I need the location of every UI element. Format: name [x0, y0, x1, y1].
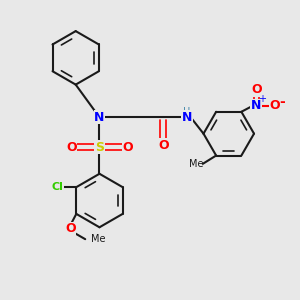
- Text: Cl: Cl: [52, 182, 64, 192]
- Text: N: N: [94, 111, 105, 124]
- Text: O: O: [158, 139, 169, 152]
- Text: O: O: [251, 83, 262, 96]
- Text: S: S: [95, 140, 104, 154]
- Text: +: +: [258, 94, 266, 104]
- Text: O: O: [122, 140, 133, 154]
- Text: O: O: [269, 99, 280, 112]
- Text: O: O: [65, 222, 76, 235]
- Text: O: O: [66, 140, 76, 154]
- Text: N: N: [251, 99, 261, 112]
- Text: Me: Me: [189, 159, 203, 169]
- Text: Me: Me: [91, 234, 105, 244]
- Text: H: H: [184, 107, 191, 117]
- Text: N: N: [182, 111, 192, 124]
- Text: -: -: [279, 95, 285, 109]
